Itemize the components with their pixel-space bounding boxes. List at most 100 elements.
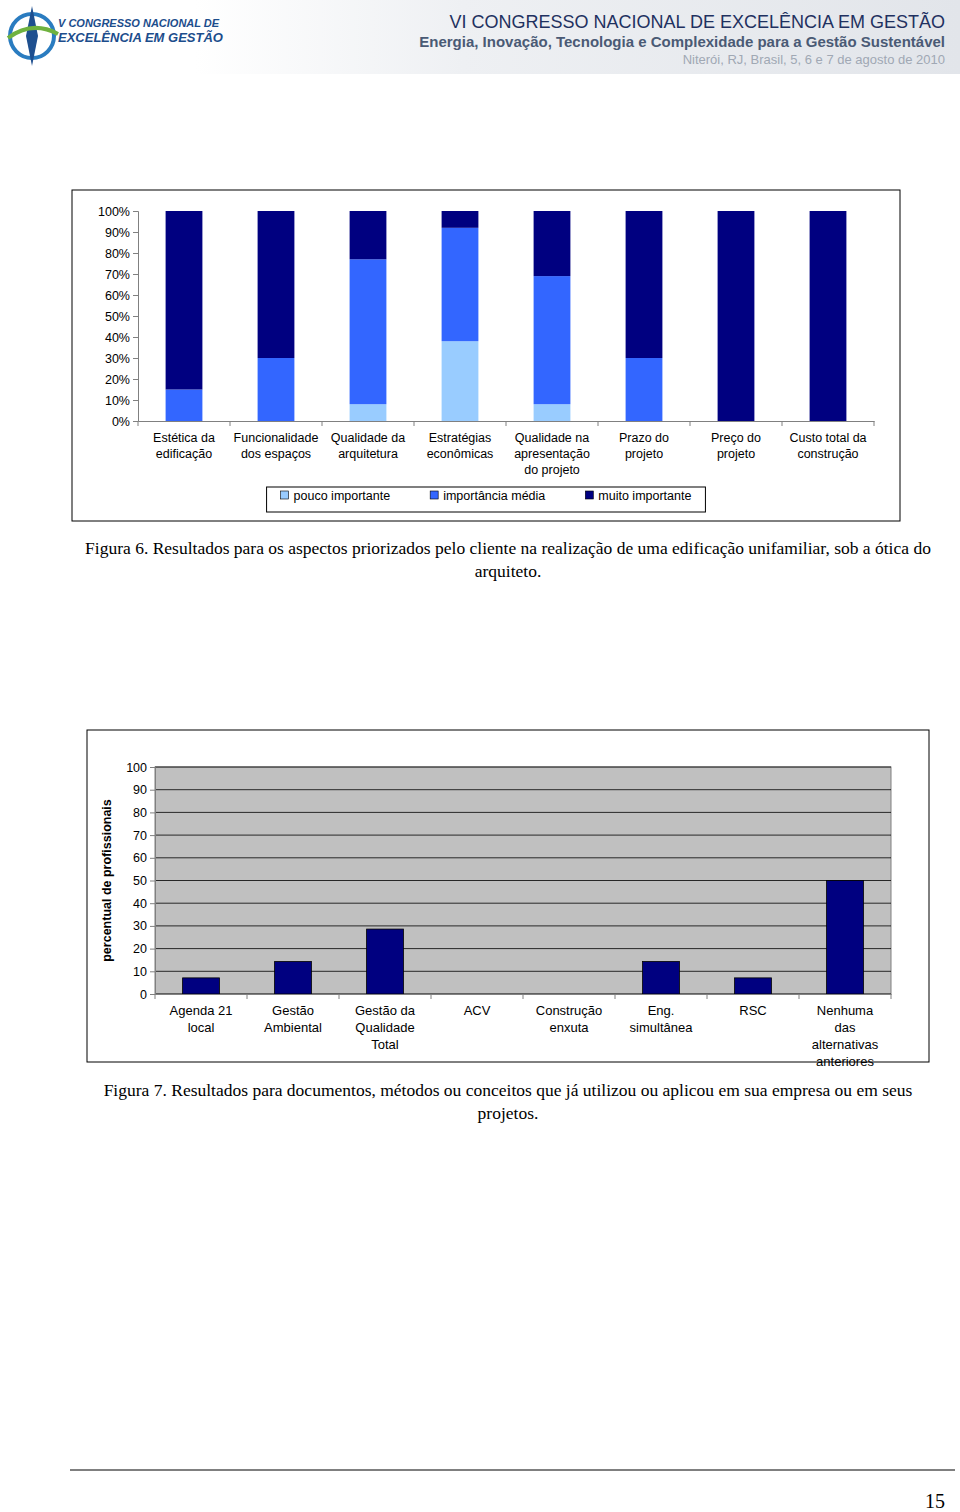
y-tick-label: 10% (105, 394, 130, 408)
grid-line (155, 812, 891, 813)
logo-compass (26, 6, 38, 66)
bar (459, 994, 496, 995)
bar-segment (626, 358, 663, 421)
y-tick-mark (133, 379, 138, 380)
text-line: Nenhuma (817, 1003, 874, 1018)
header-place-date: Niterói, RJ, Brasil, 5, 6 e 7 de agosto … (683, 52, 945, 67)
text-line: do projeto (524, 463, 580, 477)
y-axis-line (150, 768, 156, 995)
y-tick: 100 (126, 761, 155, 775)
y-tick: 60 (133, 851, 155, 865)
x-tick: Estética daedificação (153, 421, 215, 461)
x-separator (799, 994, 800, 999)
marks (183, 881, 864, 995)
x-separator (138, 421, 139, 426)
grid-line (155, 903, 891, 904)
x-separator (414, 421, 415, 426)
x-tick-label: Estratégiaseconômicas (427, 431, 494, 461)
x-tick-label: Gestão daQualidadeTotal (355, 1003, 416, 1052)
y-tick-label: 50 (133, 874, 147, 888)
legend-swatch (585, 491, 593, 499)
y-axis: 0%10%20%30%40%50%60%70%80%90%100% (98, 205, 138, 429)
bar (643, 962, 680, 994)
y-tick-label: 70% (105, 268, 130, 282)
text-line: Agenda 21 (170, 1003, 233, 1018)
page: V CONGRESSO NACIONAL DEEXCELÊNCIA EM GES… (0, 0, 960, 1512)
y-tick-label: 40 (133, 897, 147, 911)
text-line: enxuta (549, 1020, 589, 1035)
x-tick: Preço doprojeto (711, 421, 761, 461)
bar-segment (534, 211, 571, 276)
x-tick: Custo total da construção (789, 421, 866, 461)
y-tick: 30% (105, 352, 138, 366)
text-line: Qualidade (355, 1020, 414, 1035)
y-tick: 20% (105, 373, 138, 387)
bar-segment (718, 211, 755, 421)
text-line: Prazo do (619, 431, 669, 445)
y-tick-label: 20 (133, 942, 147, 956)
bar-segment (166, 211, 203, 390)
legend-item: pouco importante (281, 489, 391, 503)
header-subtitle: Energia, Inovação, Tecnologia e Complexi… (419, 33, 945, 50)
bar-segment (534, 404, 571, 421)
text-line: Figura 6. Resultados para os aspectos pr… (85, 538, 931, 558)
x-tick: Qualidade naapresentaçãodo projeto (514, 421, 590, 477)
text-line: RSC (739, 1003, 766, 1018)
text-line: Custo total da (789, 431, 866, 445)
text-line: arquitetura (338, 447, 398, 461)
logo-text: V CONGRESSO NACIONAL DE (58, 17, 220, 29)
bar-segment (626, 211, 663, 358)
y-tick: 20 (133, 942, 155, 956)
x-tick: Gestão daQualidadeTotal (355, 994, 416, 1052)
x-separator (431, 994, 432, 999)
y-tick-label: 80 (133, 806, 147, 820)
header-band (195, 0, 960, 74)
chart-frame (72, 190, 900, 521)
x-separator (322, 421, 323, 426)
chart-frame (87, 730, 929, 1062)
text-line: ACV (464, 1003, 491, 1018)
y-tick-mark (133, 316, 138, 317)
logo-swoosh (8, 28, 58, 38)
y-tick: 50 (133, 874, 155, 888)
y-tick-mark (133, 421, 138, 422)
y-tick-mark (133, 358, 138, 359)
y-tick-mark (150, 971, 155, 972)
y-tick: 10 (133, 965, 155, 979)
bar-segment (810, 211, 847, 421)
y-tick-mark (133, 295, 138, 296)
y-tick-mark (150, 994, 155, 995)
x-tick-label: Nenhumadasalternativasanteriores (812, 1003, 879, 1069)
text-line: das (835, 1020, 856, 1035)
x-tick: Agenda 21local (170, 994, 233, 1035)
legend-item: importância média (430, 489, 545, 503)
x-axis: Estética daedificaçãoFuncionalidadedos e… (139, 421, 875, 477)
page-background (0, 0, 960, 1512)
y-tick-label: 0 (140, 988, 147, 1002)
x-separator (230, 421, 231, 426)
legend-label: muito importante (598, 489, 691, 503)
y-tick-mark (133, 232, 138, 233)
bar (183, 978, 220, 994)
x-tick: Estratégiaseconômicas (427, 421, 494, 461)
y-tick: 80 (133, 806, 155, 820)
text-line: dos espaços (241, 447, 311, 461)
grid-line (155, 767, 891, 768)
legend: pouco importante importância média muito i… (267, 487, 706, 512)
bar-segment (350, 404, 387, 421)
bar-segment (534, 276, 571, 404)
y-tick: 0% (112, 415, 138, 429)
y-tick-label: 60% (105, 289, 130, 303)
y-tick-mark (133, 274, 138, 275)
footer-rule (70, 1470, 955, 1471)
x-tick: Eng.simultânea (630, 994, 694, 1035)
y-tick-label: 0% (112, 415, 130, 429)
text-line: construção (797, 447, 858, 461)
text-line: arquiteto. (475, 561, 542, 581)
y-tick-label: 100 (126, 761, 147, 775)
y-tick-mark (150, 903, 155, 904)
bar (735, 978, 772, 994)
bar-segment (442, 228, 479, 341)
header-title: VI CONGRESSO NACIONAL DE EXCELÊNCIA EM G… (450, 11, 945, 32)
bar (275, 962, 312, 994)
